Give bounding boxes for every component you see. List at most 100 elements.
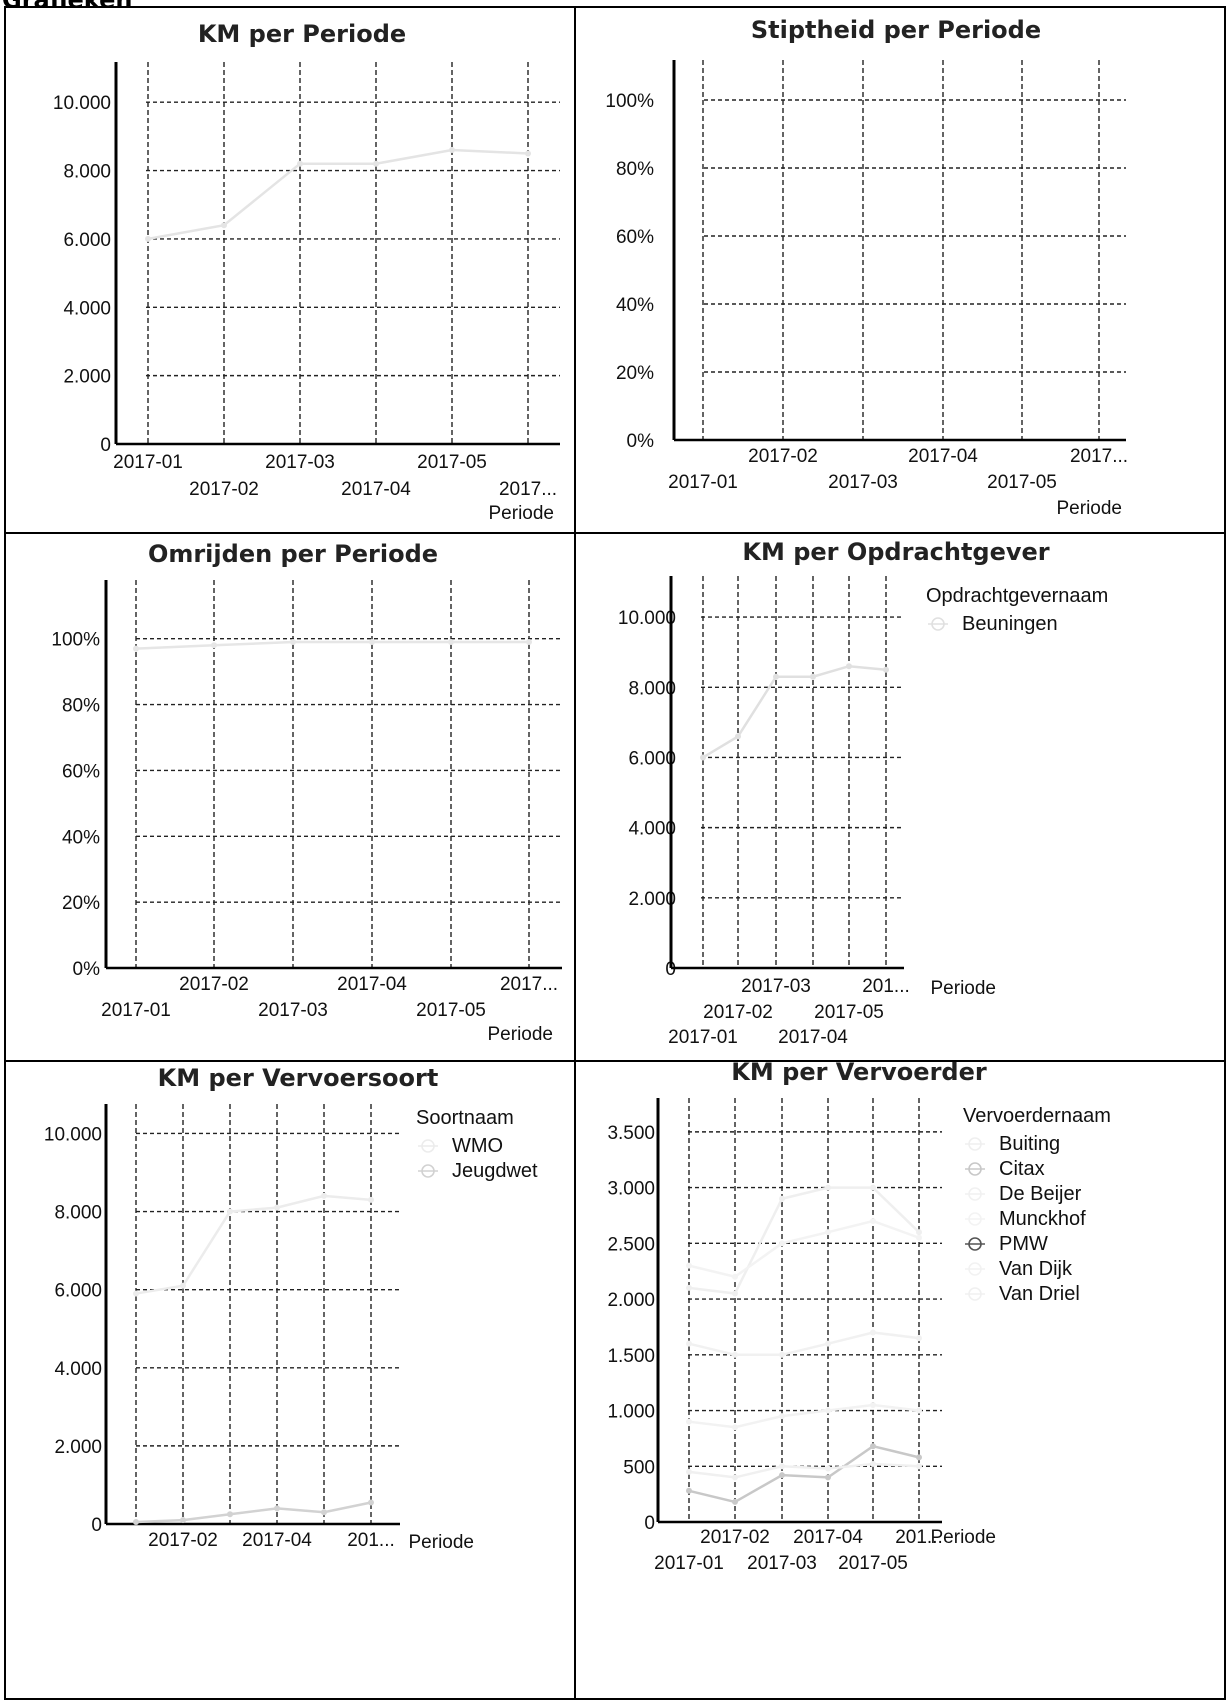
series-line-3 (688, 1219, 920, 1279)
series-line-0 (135, 1194, 372, 1295)
legend-label: Jeugdwet (452, 1160, 538, 1182)
x-tick-label: 2017-05 (987, 472, 1057, 493)
data-point (732, 1351, 738, 1358)
legend-item: Buiting (965, 1133, 1060, 1155)
data-point (448, 638, 454, 645)
data-point (779, 1195, 785, 1202)
data-point (870, 1218, 876, 1225)
y-tick-label: 10.000 (53, 93, 111, 114)
data-point (779, 1463, 785, 1470)
y-tick-label: 20% (62, 893, 100, 914)
series-line-0 (135, 640, 529, 650)
data-point (825, 1340, 831, 1347)
data-point (274, 1204, 280, 1211)
data-point (227, 1208, 233, 1215)
data-point (133, 645, 139, 652)
y-tick-label: 0% (73, 959, 101, 980)
data-point (916, 1454, 922, 1461)
series-line-2 (688, 1331, 920, 1357)
data-point (368, 1196, 374, 1203)
chart-km-per-periode: KM per Periode 0 2.000 4.000 6.000 8.000 10.00… (53, 20, 560, 524)
x-tick-label: 2017-04 (337, 974, 407, 995)
x-tick-label: 2017-03 (828, 472, 898, 493)
x-axis-title: Periode (931, 978, 997, 999)
y-tick-label: 80% (616, 159, 654, 180)
y-tick-label: 20% (616, 363, 654, 384)
x-tick-label: 2017-05 (289, 1062, 359, 1067)
y-tick-label: 40% (62, 827, 100, 848)
data-point (825, 1474, 831, 1481)
data-point (735, 733, 741, 740)
y-tick-label: 60% (616, 227, 654, 248)
x-tick-label: 2017-02 (189, 479, 259, 500)
data-point (916, 1335, 922, 1342)
y-tick-label: 500 (623, 1457, 655, 1478)
legend-item: Munckhof (965, 1208, 1086, 1230)
data-point (525, 150, 531, 157)
data-point (870, 1329, 876, 1336)
data-point (732, 1424, 738, 1431)
data-point (700, 754, 706, 761)
x-tick-label: 201... (347, 1530, 395, 1551)
legend-title: Soortnaam (416, 1107, 514, 1129)
x-tick-label: 2017-02 (700, 1527, 770, 1548)
data-point (773, 673, 779, 680)
y-tick-label: 1.500 (607, 1346, 655, 1367)
y-tick-label: 4.000 (54, 1359, 102, 1380)
data-point (180, 1517, 186, 1524)
data-point (916, 1463, 922, 1470)
legend-marker (965, 1212, 985, 1226)
x-tick-label: 2017-04 (778, 1027, 848, 1048)
x-axis-title: Periode (1057, 498, 1123, 519)
legend-marker (965, 1287, 985, 1301)
series-line-0 (702, 664, 887, 759)
x-tick-label: 2017-05 (416, 1000, 486, 1021)
y-tick-label: 40% (616, 295, 654, 316)
x-tick-label: 2017-02 (148, 1530, 218, 1551)
y-tick-label: 1.000 (607, 1402, 655, 1423)
data-point (825, 1407, 831, 1414)
data-point (732, 1290, 738, 1297)
y-tick-label: 0 (100, 435, 111, 456)
x-tick-label: 2017-03 (195, 1062, 265, 1067)
legend-item: Citax (965, 1158, 1045, 1180)
series-line-0 (688, 1186, 920, 1295)
x-tick-label: 2017-01 (101, 1000, 171, 1021)
x-tick-label: 2017-04 (793, 1527, 863, 1548)
legend-label: Beuningen (962, 613, 1058, 635)
data-point (221, 222, 227, 229)
legend-marker (418, 1164, 438, 1178)
y-tick-label: 100% (51, 630, 100, 651)
legend-marker (965, 1237, 985, 1251)
y-tick-label: 100% (605, 91, 654, 112)
x-tick-label: 201... (895, 1527, 943, 1548)
data-point (870, 1401, 876, 1408)
data-point (368, 1499, 374, 1506)
data-point (779, 1240, 785, 1247)
x-tick-label: 2017-04 (341, 479, 411, 500)
data-point (526, 638, 532, 645)
legend-title: Vervoerdernaam (963, 1105, 1111, 1127)
y-tick-label: 8.000 (628, 678, 676, 699)
chart-title: Stiptheid per Periode (751, 16, 1041, 44)
series-line-1 (688, 1444, 920, 1504)
y-tick-label: 80% (62, 696, 100, 717)
x-tick-label: 2017-01 (668, 472, 738, 493)
data-point (810, 673, 816, 680)
data-point (916, 1229, 922, 1236)
data-point (870, 1443, 876, 1450)
x-tick-label: 2017-04 (242, 1530, 312, 1551)
x-axis-title: Periode (931, 1527, 997, 1548)
data-point (732, 1498, 738, 1505)
x-tick-label: 2017... (500, 974, 558, 995)
chart-title: KM per Opdrachtgever (742, 538, 1049, 566)
x-axis-title: Periode (488, 1024, 554, 1045)
data-point (686, 1487, 692, 1494)
data-point (686, 1262, 692, 1269)
x-tick-label: 2017-01 (113, 452, 183, 473)
data-point (846, 663, 852, 670)
x-tick-label: 2017-04 (908, 446, 978, 467)
x-tick-label: 2017-01 (654, 1553, 724, 1574)
y-tick-label: 8.000 (63, 162, 111, 183)
data-point (825, 1184, 831, 1191)
